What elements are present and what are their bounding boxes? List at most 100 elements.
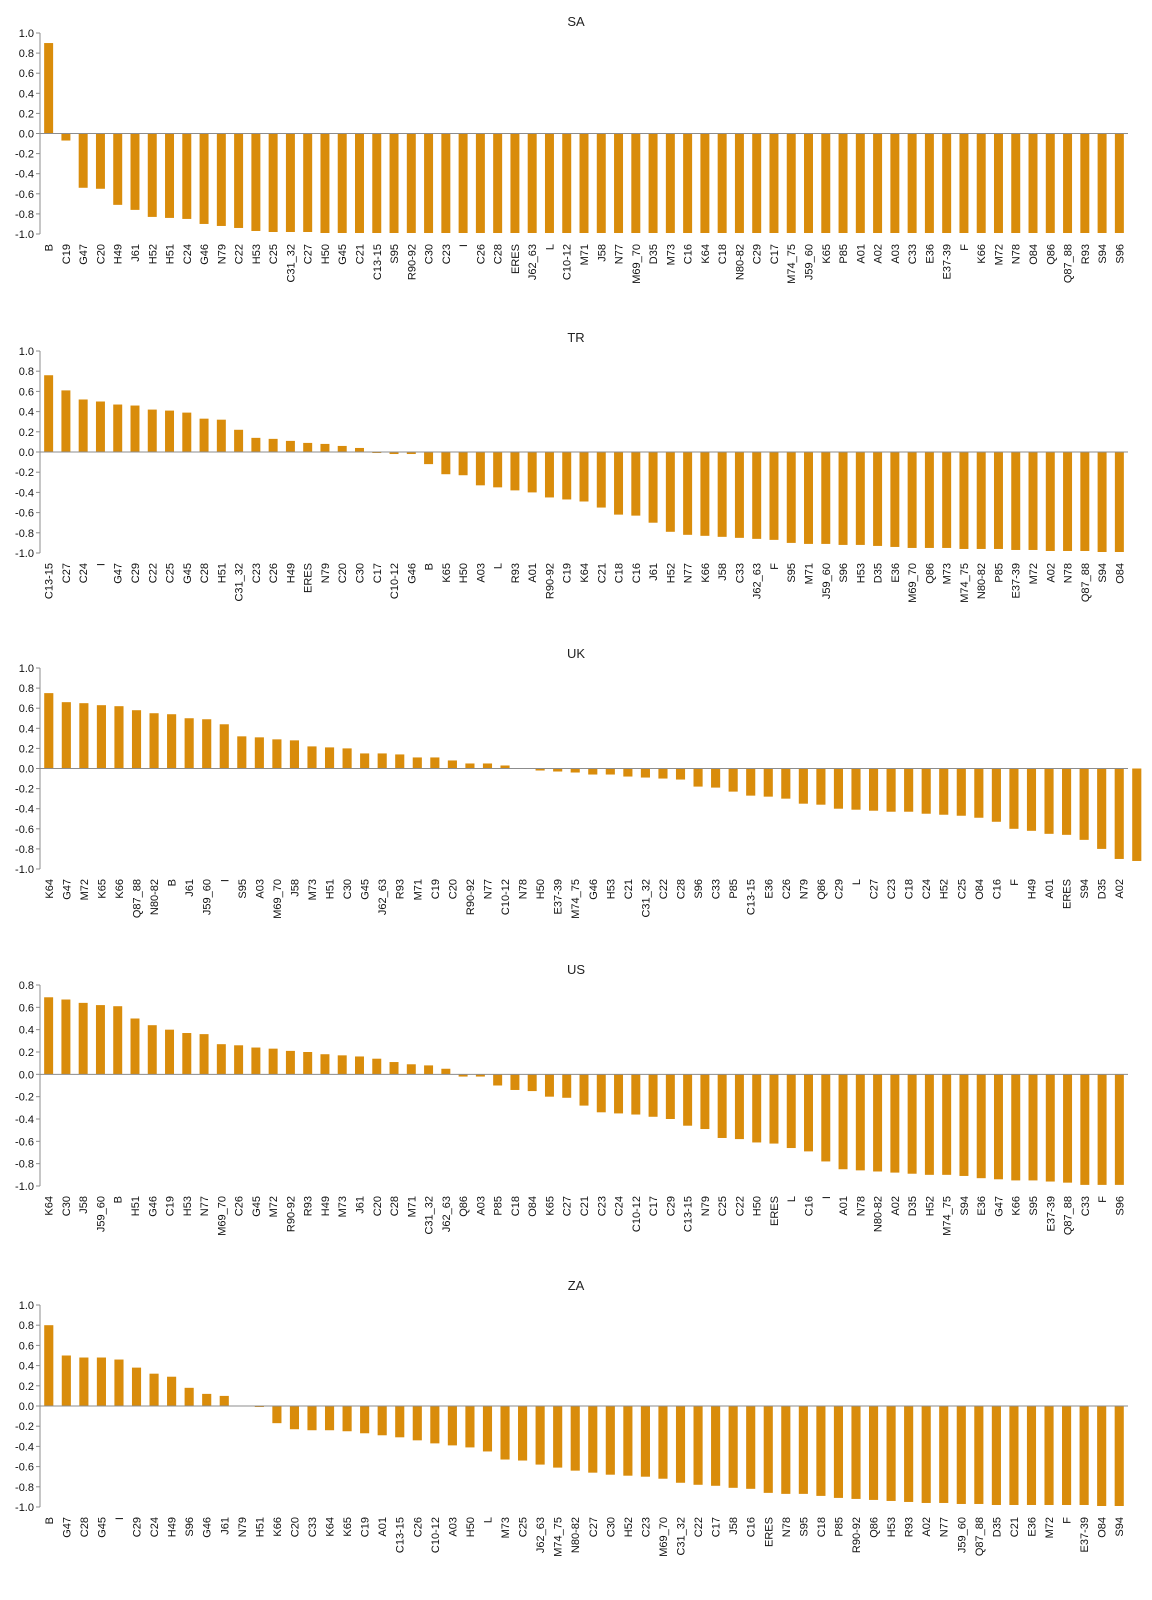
- bar: [510, 452, 520, 491]
- x-tick-label: M74_75: [553, 1517, 565, 1557]
- bar: [1097, 1074, 1107, 1185]
- x-tick-label: C27: [869, 879, 881, 899]
- x-tick-label: K64: [44, 1196, 56, 1216]
- x-tick-label: C31_32: [676, 1517, 688, 1556]
- x-tick-label: G46: [199, 244, 211, 265]
- x-tick-label: C16: [683, 244, 695, 264]
- bar: [855, 1074, 865, 1171]
- x-tick-label: O84: [1114, 563, 1126, 584]
- x-tick-label: M69_70: [631, 244, 643, 284]
- bar: [130, 405, 140, 452]
- bar: [527, 133, 537, 233]
- bar: [285, 1050, 295, 1075]
- x-tick-label: E37-39: [942, 244, 954, 279]
- x-tick-label: D35: [648, 244, 660, 264]
- bar: [1114, 1406, 1124, 1506]
- bar: [665, 133, 675, 233]
- bar: [717, 133, 727, 233]
- x-tick-label: C30: [605, 1517, 617, 1537]
- x-tick-label: E37-39: [553, 879, 565, 914]
- bar: [1045, 1074, 1055, 1182]
- x-tick-label: J59_60: [202, 879, 214, 915]
- bar: [904, 1406, 914, 1502]
- chart-panel-us: US 0.8 0.6 0.4 0.2 0.0 -0.2 -0.4 -0.6 -0.8 -1.0 K6…: [0, 960, 1152, 1280]
- bar: [907, 452, 917, 548]
- bar: [1097, 133, 1107, 233]
- x-tick-label: Q87_88: [1080, 563, 1092, 602]
- bar: [61, 702, 71, 769]
- bar: [1044, 768, 1054, 834]
- bar: [752, 133, 762, 233]
- x-tick-label: K66: [272, 1517, 284, 1537]
- bar: [535, 768, 545, 771]
- bar: [412, 757, 422, 769]
- bar: [1011, 133, 1021, 233]
- bar: [289, 1406, 300, 1430]
- x-tick-label: D35: [991, 1517, 1003, 1537]
- x-tick-label: O84: [1028, 244, 1040, 265]
- bar: [360, 1406, 370, 1434]
- x-tick-label: H52: [665, 563, 677, 583]
- bar: [167, 1376, 177, 1406]
- y-tick-label: -0.8: [15, 1482, 34, 1494]
- bar: [389, 133, 399, 233]
- bar: [974, 768, 984, 818]
- chart-panel-za: ZA 1.0 0.8 0.6 0.4 0.2 0.0 -0.2 -0.4 -0.6 -0.8 -1.…: [0, 1278, 1152, 1600]
- bar: [921, 1406, 931, 1503]
- bar: [79, 1357, 89, 1406]
- bar: [562, 452, 572, 500]
- bar: [942, 133, 952, 233]
- x-tick-label: J58: [289, 879, 301, 897]
- bar: [907, 133, 917, 233]
- bar: [303, 1052, 313, 1075]
- bar: [61, 999, 71, 1075]
- x-tick-label: A03: [475, 1196, 487, 1216]
- bar: [389, 1062, 399, 1075]
- x-tick-label: K66: [700, 563, 712, 583]
- x-tick-label: M74_75: [959, 563, 971, 603]
- x-tick-label: N78: [855, 1196, 867, 1216]
- bar: [482, 1406, 493, 1452]
- bar: [44, 693, 54, 769]
- bar: [976, 452, 986, 549]
- bar: [493, 1074, 503, 1086]
- y-tick-label: 0.6: [19, 1340, 34, 1352]
- x-tick-label: C25: [717, 1196, 729, 1216]
- x-tick-label: K65: [544, 1196, 556, 1216]
- x-tick-label: N79: [320, 563, 332, 583]
- x-tick-label: N80-82: [149, 879, 161, 915]
- bar: [184, 718, 194, 769]
- x-tick-label: H50: [535, 879, 547, 899]
- bar: [441, 133, 451, 233]
- y-tick-label: -0.8: [15, 209, 34, 221]
- x-tick-label: Q86: [458, 1196, 470, 1217]
- bar: [424, 133, 434, 233]
- bar: [424, 1065, 434, 1075]
- x-tick-label: C25: [518, 1517, 530, 1537]
- x-tick-label: C33: [907, 244, 919, 264]
- y-tick-label: 0.4: [19, 407, 34, 419]
- bar: [303, 133, 313, 232]
- y-tick-label: 0.8: [19, 683, 34, 695]
- bar-chart-za: 1.00.80.60.40.20.0-0.2-0.4-0.6-0.8-1.0B G…: [15, 1300, 1128, 1557]
- bar: [355, 447, 364, 452]
- bar: [1114, 768, 1124, 859]
- bar: [640, 768, 650, 778]
- bar: [131, 1367, 142, 1406]
- x-tick-label: N77: [614, 244, 626, 264]
- x-tick-label: N77: [683, 563, 695, 583]
- bar: [412, 1406, 422, 1441]
- x-tick-label: J59_60: [821, 563, 833, 599]
- bar: [769, 452, 779, 540]
- x-tick-label: E37-39: [1079, 1517, 1091, 1552]
- x-tick-label: C28: [199, 563, 211, 583]
- bar: [588, 768, 598, 775]
- bar: [475, 1074, 485, 1077]
- bar: [717, 452, 727, 537]
- bar: [131, 710, 142, 769]
- bar: [307, 1406, 317, 1431]
- bar: [700, 1074, 710, 1130]
- bar: [527, 1074, 537, 1092]
- x-tick-label: N79: [237, 1517, 249, 1537]
- x-tick-label: B: [167, 879, 179, 886]
